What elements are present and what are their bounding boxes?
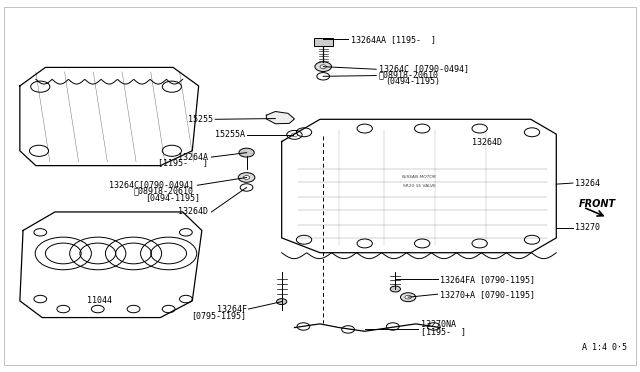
- Text: 15255A: 15255A: [214, 130, 244, 140]
- Text: [0795-1195]: [0795-1195]: [191, 311, 246, 320]
- Circle shape: [238, 173, 255, 182]
- Circle shape: [239, 148, 254, 157]
- Text: 13264F: 13264F: [216, 305, 246, 314]
- Text: 11044: 11044: [87, 296, 112, 305]
- Text: 13270NA: 13270NA: [421, 321, 456, 330]
- Text: (0494-1195): (0494-1195): [385, 77, 440, 86]
- FancyBboxPatch shape: [314, 38, 333, 46]
- Text: 13264C [0790-0494]: 13264C [0790-0494]: [379, 64, 468, 73]
- Text: 13264FA [0790-1195]: 13264FA [0790-1195]: [440, 275, 535, 284]
- Circle shape: [243, 176, 250, 179]
- Text: 13264: 13264: [575, 179, 600, 187]
- Text: 13264C[0790-0494]: 13264C[0790-0494]: [109, 180, 193, 189]
- Text: SR20 16 VALVE: SR20 16 VALVE: [403, 184, 435, 188]
- Circle shape: [315, 62, 332, 71]
- Text: FRONT: FRONT: [579, 199, 616, 209]
- Text: ⓝ08918-20610: ⓝ08918-20610: [134, 186, 193, 195]
- Text: 13264D: 13264D: [179, 208, 208, 217]
- Text: A 1:4 0·5: A 1:4 0·5: [582, 343, 627, 352]
- Text: ⓝ08918-20610: ⓝ08918-20610: [379, 70, 439, 79]
- Polygon shape: [266, 112, 294, 124]
- Text: [0494-1195]: [0494-1195]: [145, 193, 200, 202]
- Text: 15255: 15255: [188, 115, 212, 124]
- Text: 13264D: 13264D: [472, 138, 502, 147]
- Circle shape: [320, 65, 326, 68]
- Circle shape: [390, 286, 401, 292]
- Text: 13264A: 13264A: [179, 153, 208, 161]
- Text: NISSAN MOTOR: NISSAN MOTOR: [402, 175, 436, 179]
- Circle shape: [401, 293, 416, 302]
- Circle shape: [405, 295, 412, 299]
- Text: 13264AA [1195-  ]: 13264AA [1195- ]: [351, 35, 436, 44]
- Text: [1195-   ]: [1195- ]: [158, 158, 208, 167]
- Text: [1195-  ]: [1195- ]: [421, 327, 466, 336]
- Circle shape: [276, 299, 287, 305]
- Text: 13270: 13270: [575, 223, 600, 232]
- Text: 13270+A [0790-1195]: 13270+A [0790-1195]: [440, 290, 535, 299]
